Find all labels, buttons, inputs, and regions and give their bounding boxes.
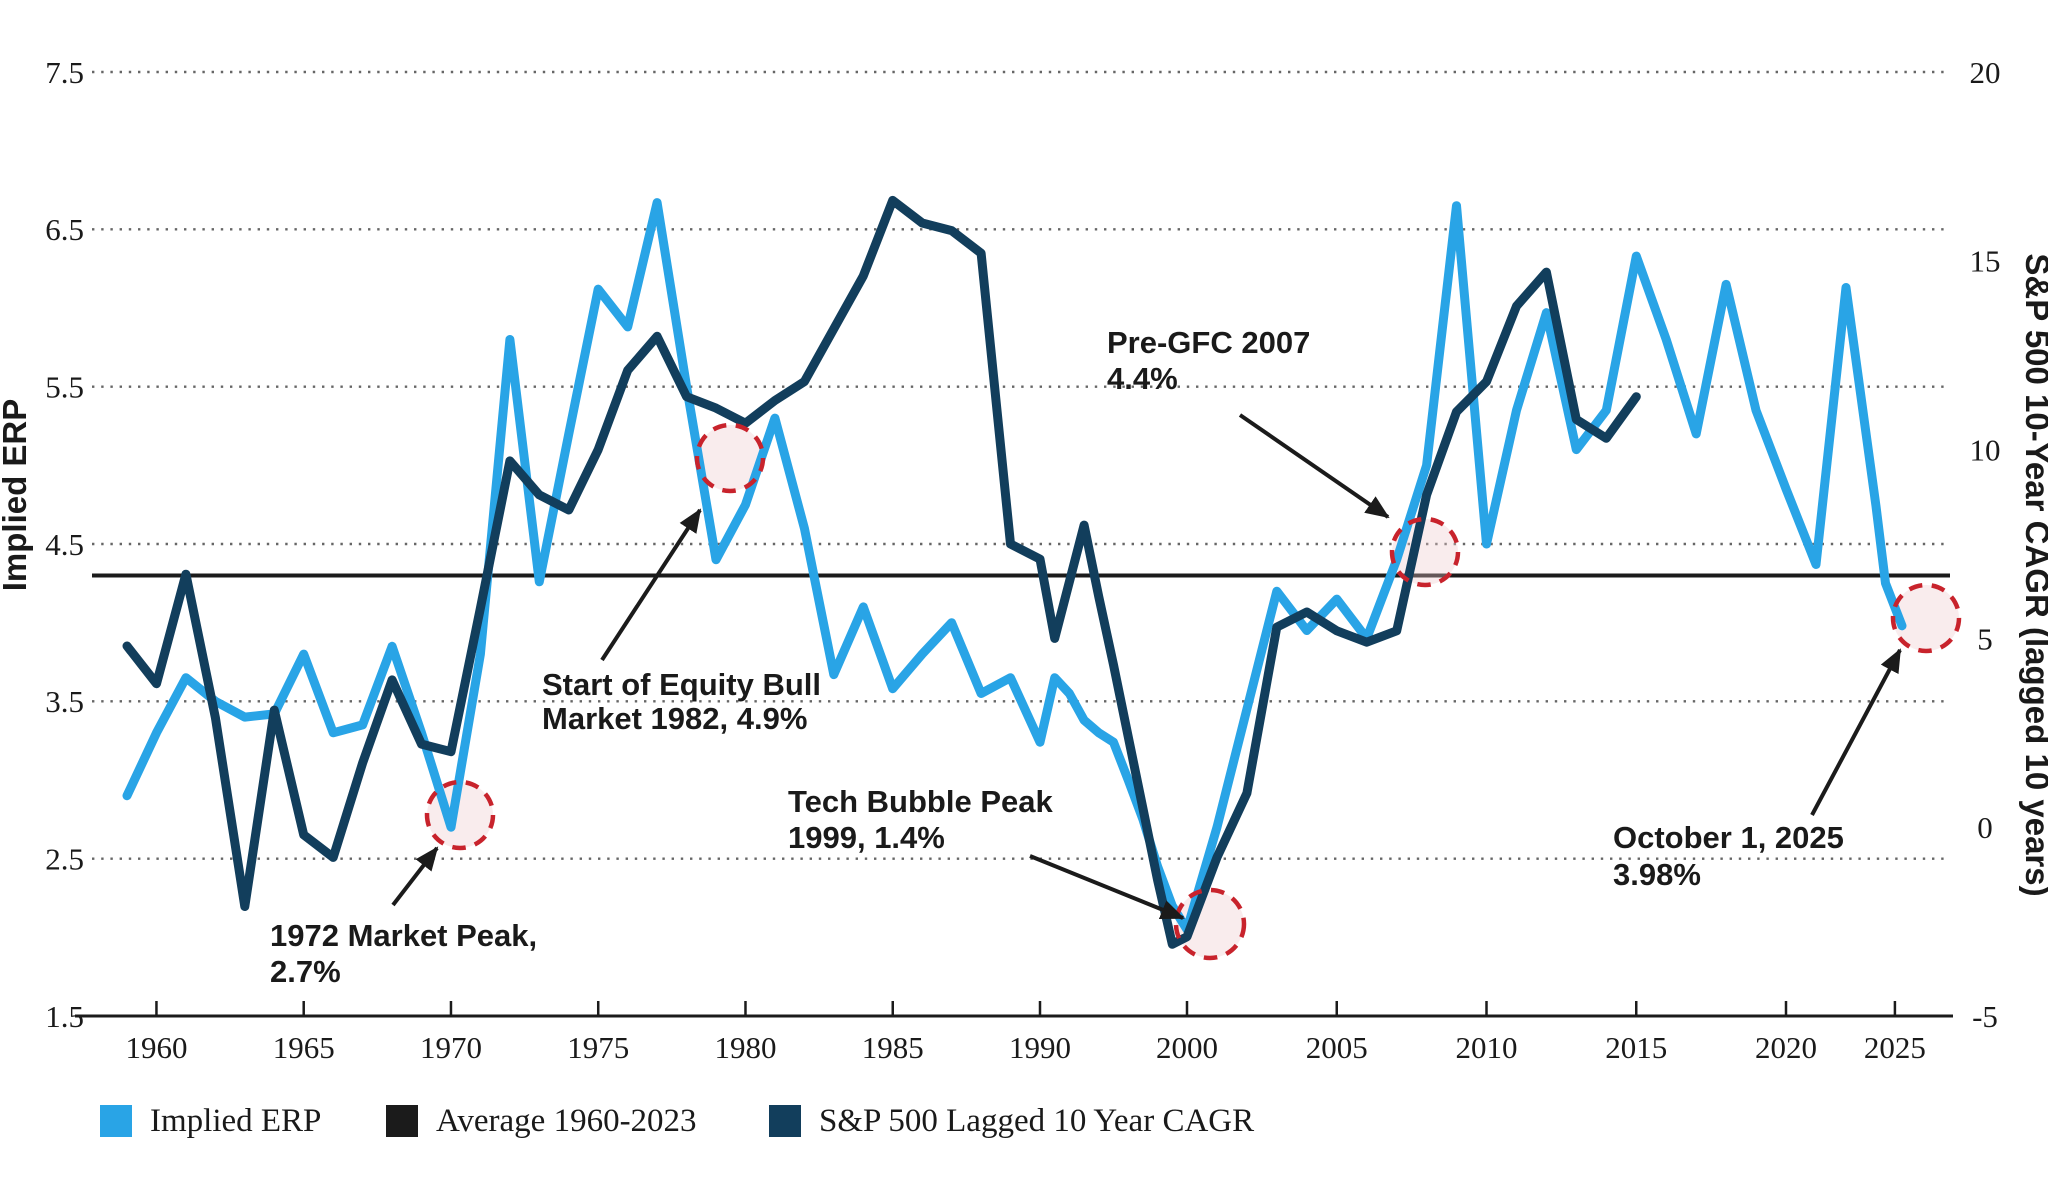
annotation-arrow (1029, 854, 1185, 920)
annotation-market-peak-1972: 1972 Market Peak,2.7% (270, 779, 537, 989)
annotation-arrow (1238, 413, 1390, 519)
legend-label: Implied ERP (150, 1103, 321, 1139)
y-tick-label-left: 7.5 (45, 55, 84, 90)
legend-swatch (100, 1105, 132, 1137)
y-tick-label-left: 4.5 (45, 527, 84, 562)
x-tick-label: 1985 (862, 1030, 924, 1065)
annotation-circle (1389, 516, 1461, 588)
legend-label: S&P 500 Lagged 10 Year CAGR (819, 1103, 1254, 1139)
right-axis-labels: 20 15 10 5 0 -5 (1970, 55, 2001, 1034)
x-ticks: 1960 1965 1970 1975 1980 1985 1990 2000 2005 2010… (125, 1001, 1926, 1065)
x-tick-label: 2000 (1156, 1030, 1218, 1065)
legend-swatch (769, 1105, 801, 1137)
legend-label: Average 1960-2023 (436, 1103, 697, 1139)
annotation-label: 4.4% (1107, 361, 1178, 396)
annotation-circle (1890, 582, 1962, 654)
annotation-label: Tech Bubble Peak (788, 784, 1053, 819)
series-line-implied-erp (122, 198, 1907, 934)
annotation-circle (694, 422, 766, 494)
x-tick-label: 2015 (1605, 1030, 1667, 1065)
y-tick-label-right: 15 (1970, 244, 2001, 279)
annotation-circle-fill (1893, 585, 1959, 651)
annotation-label: Start of Equity Bull (542, 667, 821, 702)
y-tick-label-left: 6.5 (45, 212, 84, 247)
annotation-circle-fill (697, 425, 763, 491)
y-tick-label-left: 1.5 (45, 999, 84, 1034)
legend-swatch (386, 1105, 418, 1137)
right-axis-title: S&P 500 10-Year CAGR (lagged 10 years) (2019, 253, 2048, 896)
annotation-circle (1173, 887, 1247, 961)
annotation-label: 1972 Market Peak, (270, 918, 537, 953)
annotation-label: Market 1982, 4.9% (542, 701, 807, 736)
x-tick-label: 2010 (1456, 1030, 1518, 1065)
annotation-circle-fills (427, 425, 1959, 958)
left-axis-labels: 7.5 6.5 5.5 4.5 3.5 2.5 1.5 (45, 55, 84, 1034)
x-tick-label: 1975 (567, 1030, 629, 1065)
annotation-arrow (391, 846, 439, 907)
series-line-sp500-cagr (122, 195, 1641, 949)
annotation-label: 1999, 1.4% (788, 820, 945, 855)
x-tick-label: 1990 (1009, 1030, 1071, 1065)
y-tick-label-left: 5.5 (45, 370, 84, 405)
annotation-arrow (1810, 648, 1902, 816)
x-tick-label: 2020 (1755, 1030, 1817, 1065)
annotation-label: Pre-GFC 2007 (1107, 325, 1310, 360)
annotation-circle (424, 779, 496, 851)
annotation-label: October 1, 2025 (1613, 820, 1844, 855)
y-tick-label-left: 2.5 (45, 842, 84, 877)
legend: Implied ERP Average 1960-2023 S&P 500 Lagg… (100, 1103, 1254, 1139)
annotation-arrow (600, 508, 702, 662)
left-axis-title: Implied ERP (0, 399, 33, 592)
y-tick-label-right: -5 (1972, 999, 1998, 1034)
y-tick-label-left: 3.5 (45, 684, 84, 719)
y-tick-label-right: 5 (1977, 621, 1993, 656)
x-tick-label: 1960 (125, 1030, 187, 1065)
x-tick-label: 2005 (1306, 1030, 1368, 1065)
y-tick-label-right: 0 (1977, 810, 1993, 845)
x-tick-label: 1970 (420, 1030, 482, 1065)
x-tick-label: 1965 (273, 1030, 335, 1065)
annotation-label: 3.98% (1613, 857, 1701, 892)
annotation-label: 2.7% (270, 954, 341, 989)
y-tick-label-right: 10 (1970, 432, 2001, 467)
x-tick-label: 2025 (1864, 1030, 1926, 1065)
y-tick-label-right: 20 (1970, 55, 2001, 90)
x-tick-label: 1980 (714, 1030, 776, 1065)
